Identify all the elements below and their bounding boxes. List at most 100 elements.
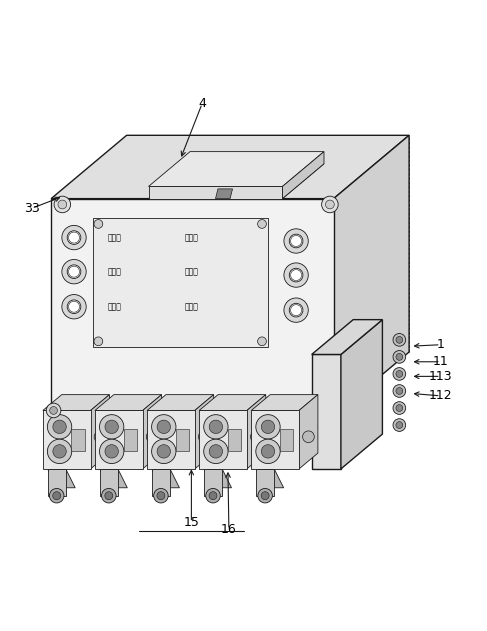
Text: 勃横右: 勃横右 <box>107 302 121 311</box>
Polygon shape <box>51 135 409 199</box>
Circle shape <box>50 406 57 415</box>
Polygon shape <box>204 469 231 488</box>
Polygon shape <box>195 394 214 469</box>
Circle shape <box>291 235 301 247</box>
Polygon shape <box>48 469 66 496</box>
Circle shape <box>209 445 223 458</box>
Circle shape <box>94 431 106 442</box>
Circle shape <box>54 196 71 213</box>
Circle shape <box>102 488 116 503</box>
Bar <box>228 429 241 451</box>
Circle shape <box>94 220 103 228</box>
Circle shape <box>157 492 165 500</box>
Circle shape <box>62 259 86 284</box>
Circle shape <box>53 445 66 458</box>
Circle shape <box>67 300 81 314</box>
Circle shape <box>291 269 301 281</box>
Circle shape <box>94 337 103 346</box>
Circle shape <box>157 420 170 433</box>
Circle shape <box>289 268 303 282</box>
Polygon shape <box>147 410 195 469</box>
Circle shape <box>151 439 176 464</box>
Circle shape <box>284 298 308 322</box>
Circle shape <box>396 370 403 377</box>
Circle shape <box>284 229 308 253</box>
Polygon shape <box>100 469 118 496</box>
Circle shape <box>393 402 406 415</box>
Polygon shape <box>147 394 214 410</box>
Text: 113: 113 <box>429 370 452 383</box>
Circle shape <box>302 431 314 442</box>
Circle shape <box>396 422 403 428</box>
Polygon shape <box>282 151 324 199</box>
Polygon shape <box>312 320 382 355</box>
Circle shape <box>62 295 86 319</box>
Polygon shape <box>152 469 170 496</box>
Polygon shape <box>199 394 266 410</box>
Circle shape <box>53 492 61 500</box>
Circle shape <box>204 415 228 439</box>
Text: 33: 33 <box>24 202 39 215</box>
Circle shape <box>291 305 301 316</box>
Circle shape <box>262 445 275 458</box>
Circle shape <box>258 220 266 228</box>
Circle shape <box>325 200 334 209</box>
Bar <box>72 429 85 451</box>
Text: 15: 15 <box>184 516 199 529</box>
Polygon shape <box>51 199 334 415</box>
Circle shape <box>99 439 124 464</box>
Circle shape <box>209 492 217 500</box>
Circle shape <box>69 301 79 312</box>
Circle shape <box>209 420 223 433</box>
Bar <box>280 429 293 451</box>
Text: 定横右: 定横右 <box>185 302 199 311</box>
Circle shape <box>69 266 79 277</box>
Polygon shape <box>48 469 75 488</box>
Circle shape <box>105 445 118 458</box>
Circle shape <box>258 488 272 503</box>
Circle shape <box>58 200 67 209</box>
Circle shape <box>46 403 61 418</box>
Circle shape <box>256 415 280 439</box>
Text: 4: 4 <box>198 97 206 110</box>
Text: 勃横中: 勃横中 <box>107 267 121 276</box>
Circle shape <box>250 431 262 442</box>
Circle shape <box>146 431 158 442</box>
Polygon shape <box>100 469 127 488</box>
Polygon shape <box>95 394 162 410</box>
Circle shape <box>396 404 403 411</box>
Circle shape <box>67 231 81 244</box>
Circle shape <box>47 415 72 439</box>
Circle shape <box>393 385 406 398</box>
Polygon shape <box>215 189 233 199</box>
Circle shape <box>396 387 403 394</box>
Circle shape <box>47 439 72 464</box>
Polygon shape <box>251 394 318 410</box>
Polygon shape <box>149 164 324 199</box>
Circle shape <box>67 265 81 278</box>
Text: 112: 112 <box>429 389 452 403</box>
Circle shape <box>393 368 406 380</box>
Circle shape <box>151 415 176 439</box>
Polygon shape <box>43 394 110 410</box>
Circle shape <box>69 232 79 243</box>
Text: 勃横左: 勃横左 <box>107 233 121 242</box>
Circle shape <box>62 225 86 250</box>
Text: 1: 1 <box>437 338 445 351</box>
Circle shape <box>321 196 338 213</box>
Polygon shape <box>93 218 268 347</box>
Polygon shape <box>199 410 247 469</box>
Text: 11: 11 <box>433 355 449 369</box>
Polygon shape <box>204 469 222 496</box>
Polygon shape <box>43 410 91 469</box>
Circle shape <box>261 492 269 500</box>
Circle shape <box>393 419 406 432</box>
Circle shape <box>258 337 266 346</box>
Circle shape <box>289 234 303 248</box>
Circle shape <box>396 353 403 360</box>
Circle shape <box>99 415 124 439</box>
Circle shape <box>393 334 406 346</box>
Text: 16: 16 <box>221 523 237 536</box>
Polygon shape <box>341 320 382 469</box>
Circle shape <box>206 488 220 503</box>
